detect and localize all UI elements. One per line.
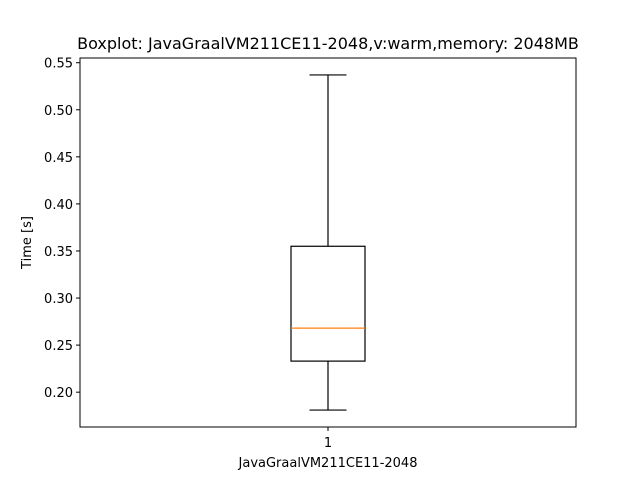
x-tick-label: 1 <box>324 436 332 451</box>
box-iqr <box>290 245 366 362</box>
chart-title: Boxplot: JavaGraalVM211CE11-2048,v:warm,… <box>77 34 579 53</box>
y-axis: 0.20 0.25 0.30 0.35 0.40 0.45 0.50 0.55 <box>44 57 80 401</box>
y-tick-label: 0.50 <box>44 104 73 119</box>
y-tick-label: 0.20 <box>44 386 73 401</box>
y-tick-label: 0.45 <box>44 151 73 166</box>
y-tick-label: 0.55 <box>44 57 73 72</box>
y-axis-label: Time [s] <box>20 216 35 270</box>
y-tick-label: 0.25 <box>44 339 73 354</box>
y-tick-label: 0.30 <box>44 292 73 307</box>
x-axis-label: JavaGraalVM211CE11-2048 <box>238 456 418 471</box>
box-group <box>290 74 366 411</box>
y-tick-label: 0.40 <box>44 198 73 213</box>
y-tick-label: 0.35 <box>44 245 73 260</box>
x-axis: 1 <box>324 427 332 451</box>
